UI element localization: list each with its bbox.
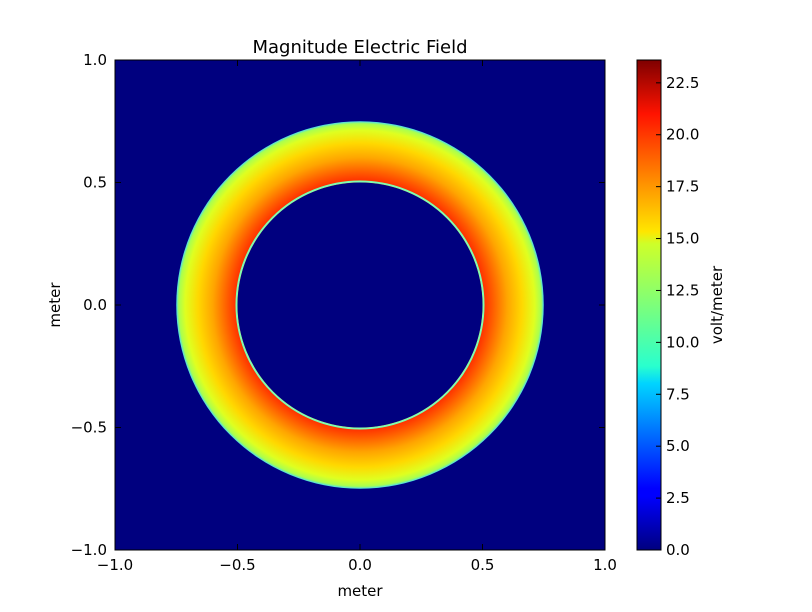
y-tick-label: 0.0: [83, 296, 107, 314]
colorbar-tick-label: 7.5: [666, 385, 690, 403]
x-tick-label: 0.5: [471, 556, 495, 574]
x-tick-label: 1.0: [593, 556, 617, 574]
inner-boundary-edge: [235, 180, 485, 430]
x-axis: −1.0 −0.5 0.0 0.5 1.0: [97, 60, 617, 574]
y-tick-label: −1.0: [71, 541, 107, 559]
colorbar-tick-label: 10.0: [666, 333, 699, 351]
plot-area: [114, 59, 606, 551]
y-tick-label: 0.5: [83, 174, 107, 192]
colorbar-tick-label: 0.0: [666, 541, 690, 559]
y-axis-label: meter: [46, 282, 64, 328]
x-axis-label: meter: [337, 582, 383, 600]
chart-title: Magnitude Electric Field: [252, 37, 467, 58]
colorbar-tick-label: 22.5: [666, 74, 699, 92]
colorbar-tick-label: 15.0: [666, 230, 699, 248]
y-tick-label: 1.0: [83, 51, 107, 69]
colorbar-tick-label: 2.5: [666, 489, 690, 507]
colorbar-tick-label: 5.0: [666, 437, 690, 455]
x-tick-label: −0.5: [219, 556, 255, 574]
colorbar-tick-label: 20.0: [666, 126, 699, 144]
colorbar-tick-label: 17.5: [666, 178, 699, 196]
y-axis: −1.0 −0.5 0.0 0.5 1.0: [71, 51, 605, 559]
y-tick-label: −0.5: [71, 419, 107, 437]
x-tick-label: 0.0: [348, 556, 372, 574]
colorbar-tick-label: 12.5: [666, 281, 699, 299]
field-inner-region: [237, 182, 483, 428]
x-tick-label: −1.0: [97, 556, 133, 574]
colorbar-label: volt/meter: [708, 265, 726, 344]
colorbar: 0.0 2.5 5.0 7.5 10.0 12.5 15.0 17.5 20.0 22.5 vol…: [636, 59, 726, 559]
colorbar-gradient: [637, 60, 661, 550]
colorbar-ticks: 0.0 2.5 5.0 7.5 10.0 12.5 15.0 17.5 20.0 22.5: [656, 74, 699, 559]
colorbar-frame: [636, 59, 662, 551]
